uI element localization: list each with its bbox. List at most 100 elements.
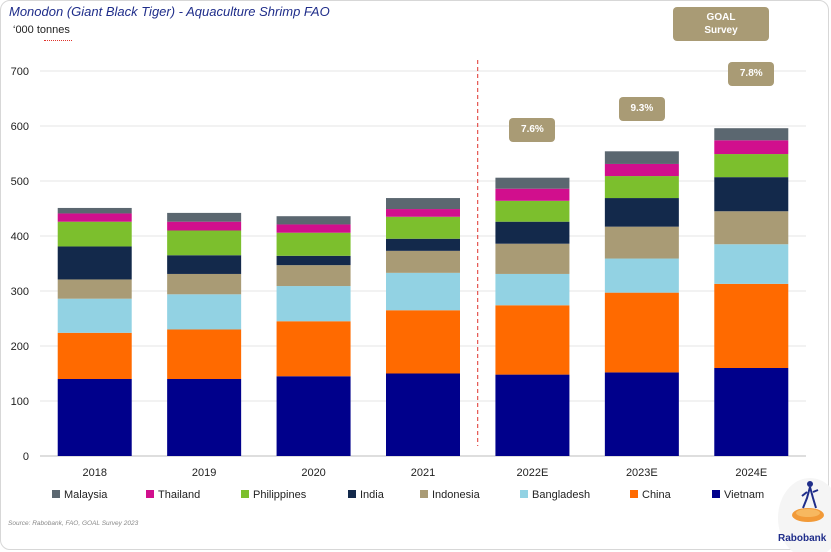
bar-china-2020	[276, 321, 351, 377]
x-tick-label: 2024E	[735, 467, 767, 479]
legend-label-india: India	[360, 489, 385, 501]
bar-philippines-2018	[57, 221, 132, 247]
legend-label-malaysia: Malaysia	[64, 489, 108, 501]
x-tick-label: 2020	[301, 467, 325, 479]
bar-thailand-2019	[167, 221, 242, 231]
bar-thailand-2023e	[604, 163, 679, 177]
bar-vietnam-2024e	[714, 368, 789, 456]
bar-india-2020	[276, 255, 351, 266]
bar-india-2024e	[714, 177, 789, 212]
y-tick-label: 0	[23, 451, 29, 463]
legend-swatch-philippines	[241, 490, 249, 498]
bar-vietnam-2023e	[604, 372, 679, 456]
legend-swatch-vietnam	[712, 490, 720, 498]
x-tick-label: 2021	[411, 467, 435, 479]
y-tick-label: 500	[11, 176, 29, 188]
bar-india-2023e	[604, 198, 679, 227]
x-tick-label: 2018	[82, 467, 106, 479]
legend-swatch-indonesia	[420, 490, 428, 498]
bar-china-2024e	[714, 283, 789, 368]
legend-swatch-thailand	[146, 490, 154, 498]
bar-philippines-2019	[167, 230, 242, 256]
bar-malaysia-2022e	[495, 177, 570, 189]
bar-philippines-2020	[276, 232, 351, 256]
bar-philippines-2023e	[604, 176, 679, 199]
bar-vietnam-2018	[57, 379, 132, 456]
bar-indonesia-2021	[386, 250, 460, 273]
logo-figure-head	[807, 481, 813, 487]
bar-malaysia-2020	[276, 216, 351, 225]
growth-label-2024e: 7.8%	[728, 62, 775, 86]
bar-bangladesh-2018	[57, 298, 132, 333]
bar-china-2022e	[495, 305, 570, 375]
bar-china-2021	[386, 310, 460, 374]
legend-label-philippines: Philippines	[253, 489, 307, 501]
bar-india-2019	[167, 255, 242, 274]
legend-label-bangladesh: Bangladesh	[532, 489, 590, 501]
bar-china-2019	[167, 329, 242, 379]
bar-vietnam-2021	[386, 373, 460, 456]
goal-survey-badge: GOAL Survey	[673, 7, 769, 41]
logo-text: Rabobank	[778, 533, 827, 544]
growth-label-2023e: 9.3%	[618, 97, 665, 121]
y-tick-label: 600	[11, 121, 29, 133]
bar-vietnam-2020	[276, 376, 351, 456]
rabobank-logo	[778, 478, 831, 552]
bar-malaysia-2023e	[604, 151, 679, 164]
chart-title: Monodon (Giant Black Tiger) - Aquacultur…	[9, 4, 330, 19]
bar-thailand-2024e	[714, 140, 789, 155]
bar-india-2018	[57, 246, 132, 280]
logo-disc-highlight	[796, 509, 820, 517]
bar-vietnam-2019	[167, 379, 242, 456]
bar-indonesia-2023e	[604, 226, 679, 259]
y-tick-label: 200	[11, 341, 29, 353]
legend-label-vietnam: Vietnam	[724, 489, 764, 501]
bar-philippines-2021	[386, 216, 460, 239]
bar-india-2022e	[495, 221, 570, 244]
y-tick-label: 100	[11, 396, 29, 408]
y-tick-label: 700	[11, 66, 29, 78]
bar-indonesia-2018	[57, 279, 132, 299]
unit-label: ‘000 tonnes	[13, 24, 70, 36]
bar-malaysia-2021	[386, 198, 460, 210]
y-tick-label: 300	[11, 286, 29, 298]
bar-indonesia-2019	[167, 273, 242, 295]
bar-indonesia-2020	[276, 265, 351, 287]
legend-label-china: China	[642, 489, 672, 501]
x-tick-label: 2022E	[517, 467, 549, 479]
legend-swatch-malaysia	[52, 490, 60, 498]
bar-china-2023e	[604, 292, 679, 373]
bar-china-2018	[57, 332, 132, 379]
bar-bangladesh-2021	[386, 272, 460, 311]
x-tick-label: 2023E	[626, 467, 658, 479]
bar-bangladesh-2022e	[495, 273, 570, 306]
bar-thailand-2018	[57, 213, 132, 222]
bar-bangladesh-2019	[167, 294, 242, 330]
bar-indonesia-2024e	[714, 211, 789, 245]
source-note: Source: Rabobank, FAO, GOAL Survey 2023	[8, 520, 139, 527]
bar-thailand-2020	[276, 224, 351, 233]
growth-label-2022e: 7.6%	[509, 118, 556, 142]
survey-label: Survey	[704, 25, 738, 36]
goal-label: GOAL	[706, 12, 736, 23]
bar-bangladesh-2020	[276, 286, 351, 322]
spellcheck-underline	[44, 38, 72, 41]
bar-malaysia-2018	[57, 207, 132, 214]
bar-indonesia-2022e	[495, 243, 570, 274]
bar-thailand-2022e	[495, 188, 570, 201]
legend-label-thailand: Thailand	[158, 489, 200, 501]
bar-thailand-2021	[386, 209, 460, 217]
bar-india-2021	[386, 238, 460, 251]
bar-vietnam-2022e	[495, 374, 570, 456]
bar-philippines-2024e	[714, 154, 789, 178]
legend-swatch-bangladesh	[520, 490, 528, 498]
logo-figure-icon	[801, 486, 819, 509]
legend-label-indonesia: Indonesia	[432, 489, 481, 501]
bar-bangladesh-2023e	[604, 258, 679, 293]
legend-swatch-china	[630, 490, 638, 498]
bar-philippines-2022e	[495, 200, 570, 222]
bar-malaysia-2024e	[714, 128, 789, 141]
legend-swatch-india	[348, 490, 356, 498]
bar-bangladesh-2024e	[714, 244, 789, 284]
